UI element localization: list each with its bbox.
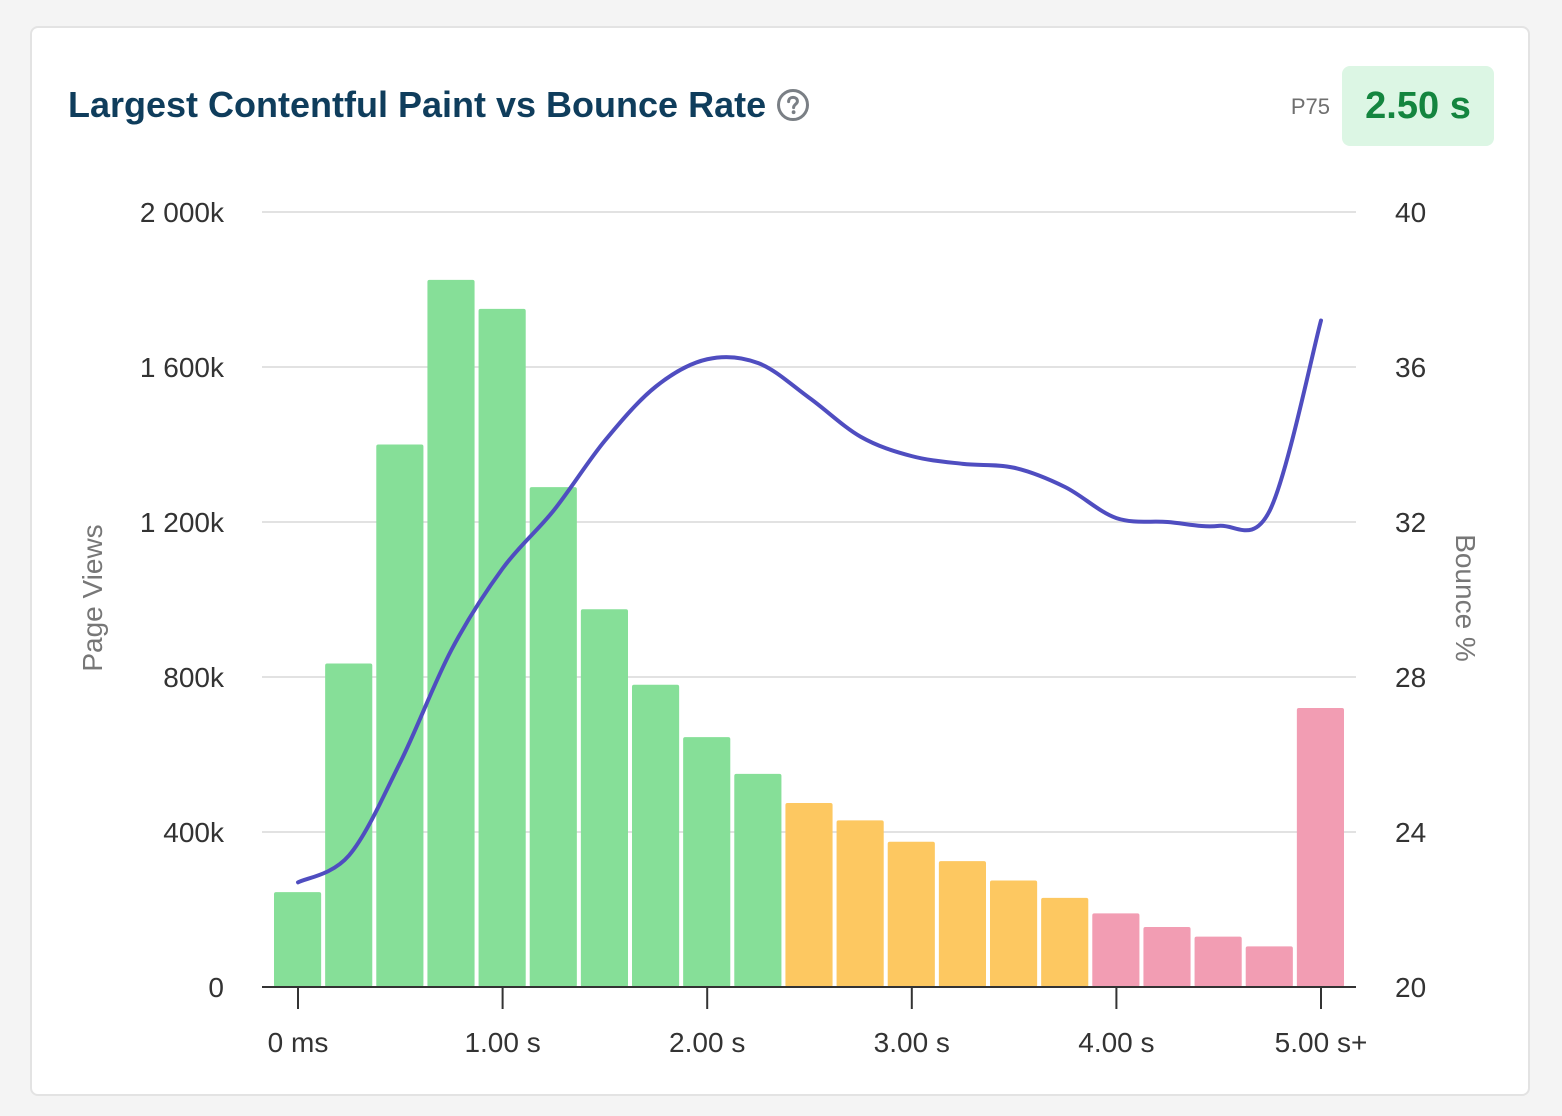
- bar-poor[interactable]: [1143, 926, 1191, 987]
- bar-good[interactable]: [632, 684, 680, 987]
- p75-value-badge: 2.50 s: [1342, 66, 1494, 146]
- y-right-axis-title: Bounce %: [1450, 534, 1481, 662]
- bar-needs-improvement[interactable]: [785, 802, 833, 987]
- x-tick-label: 1.00 s: [464, 1027, 540, 1058]
- y-right-tick-label: 40: [1395, 197, 1426, 228]
- bar-poor[interactable]: [1194, 936, 1242, 987]
- axes: 0 20 400k 24 800k 28 1 200k 32 1 600k 36 2 000k 40 0…: [140, 197, 1426, 1058]
- y-left-axis-title: Page Views: [77, 524, 108, 671]
- bar-good[interactable]: [376, 444, 424, 988]
- y-left-tick-label: 400k: [163, 817, 225, 848]
- bars: [274, 279, 1344, 988]
- bar-good[interactable]: [274, 892, 322, 987]
- y-right-tick-label: 28: [1395, 662, 1426, 693]
- y-right-tick-label: 20: [1395, 972, 1426, 1003]
- y-left-tick-label: 1 600k: [140, 352, 225, 383]
- bounce-rate-line: [296, 318, 1323, 885]
- x-tick-label: 0 ms: [268, 1027, 329, 1058]
- x-tick-label: 2.00 s: [669, 1027, 745, 1058]
- y-left-tick-label: 0: [208, 972, 224, 1003]
- bar-needs-improvement[interactable]: [1041, 897, 1089, 987]
- bar-needs-improvement[interactable]: [836, 820, 884, 987]
- card-title-text: Largest Contentful Paint vs Bounce Rate: [68, 84, 767, 125]
- y-left-tick-label: 2 000k: [140, 197, 225, 228]
- bounce-line: [296, 318, 1323, 885]
- y-right-tick-label: 36: [1395, 352, 1426, 383]
- bar-poor[interactable]: [1245, 946, 1293, 987]
- x-tick-label: 4.00 s: [1078, 1027, 1154, 1058]
- y-left-tick-label: 800k: [163, 662, 225, 693]
- bar-poor[interactable]: [1092, 913, 1140, 987]
- bar-needs-improvement[interactable]: [938, 861, 986, 987]
- bar-good[interactable]: [529, 487, 577, 987]
- y-left-tick-label: 1 200k: [140, 507, 225, 538]
- bar-good[interactable]: [580, 609, 628, 987]
- bar-good[interactable]: [683, 737, 731, 987]
- bar-needs-improvement[interactable]: [887, 841, 935, 987]
- bar-poor[interactable]: [1296, 708, 1344, 987]
- bar-good[interactable]: [734, 773, 782, 987]
- grid-lines: [262, 211, 1356, 833]
- y-right-tick-label: 24: [1395, 817, 1426, 848]
- x-tick-label: 5.00 s+: [1275, 1027, 1368, 1058]
- bar-good[interactable]: [427, 279, 475, 987]
- question-circle-icon[interactable]: [776, 88, 810, 122]
- y-right-tick-label: 32: [1395, 507, 1426, 538]
- bar-needs-improvement[interactable]: [990, 880, 1038, 987]
- p75-label: P75: [1290, 94, 1330, 119]
- bar-good[interactable]: [325, 663, 373, 987]
- x-tick-label: 3.00 s: [874, 1027, 950, 1058]
- card-title: Largest Contentful Paint vs Bounce Rate: [68, 84, 810, 126]
- bar-good[interactable]: [478, 308, 526, 987]
